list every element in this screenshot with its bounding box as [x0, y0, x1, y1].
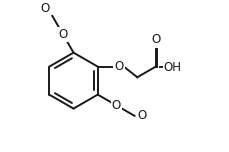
Text: OH: OH — [163, 61, 181, 74]
Text: O: O — [58, 28, 67, 41]
Text: O: O — [40, 2, 49, 15]
Text: O: O — [111, 99, 120, 112]
Text: O: O — [114, 60, 123, 73]
Text: O: O — [150, 33, 160, 46]
Text: O: O — [137, 109, 146, 122]
